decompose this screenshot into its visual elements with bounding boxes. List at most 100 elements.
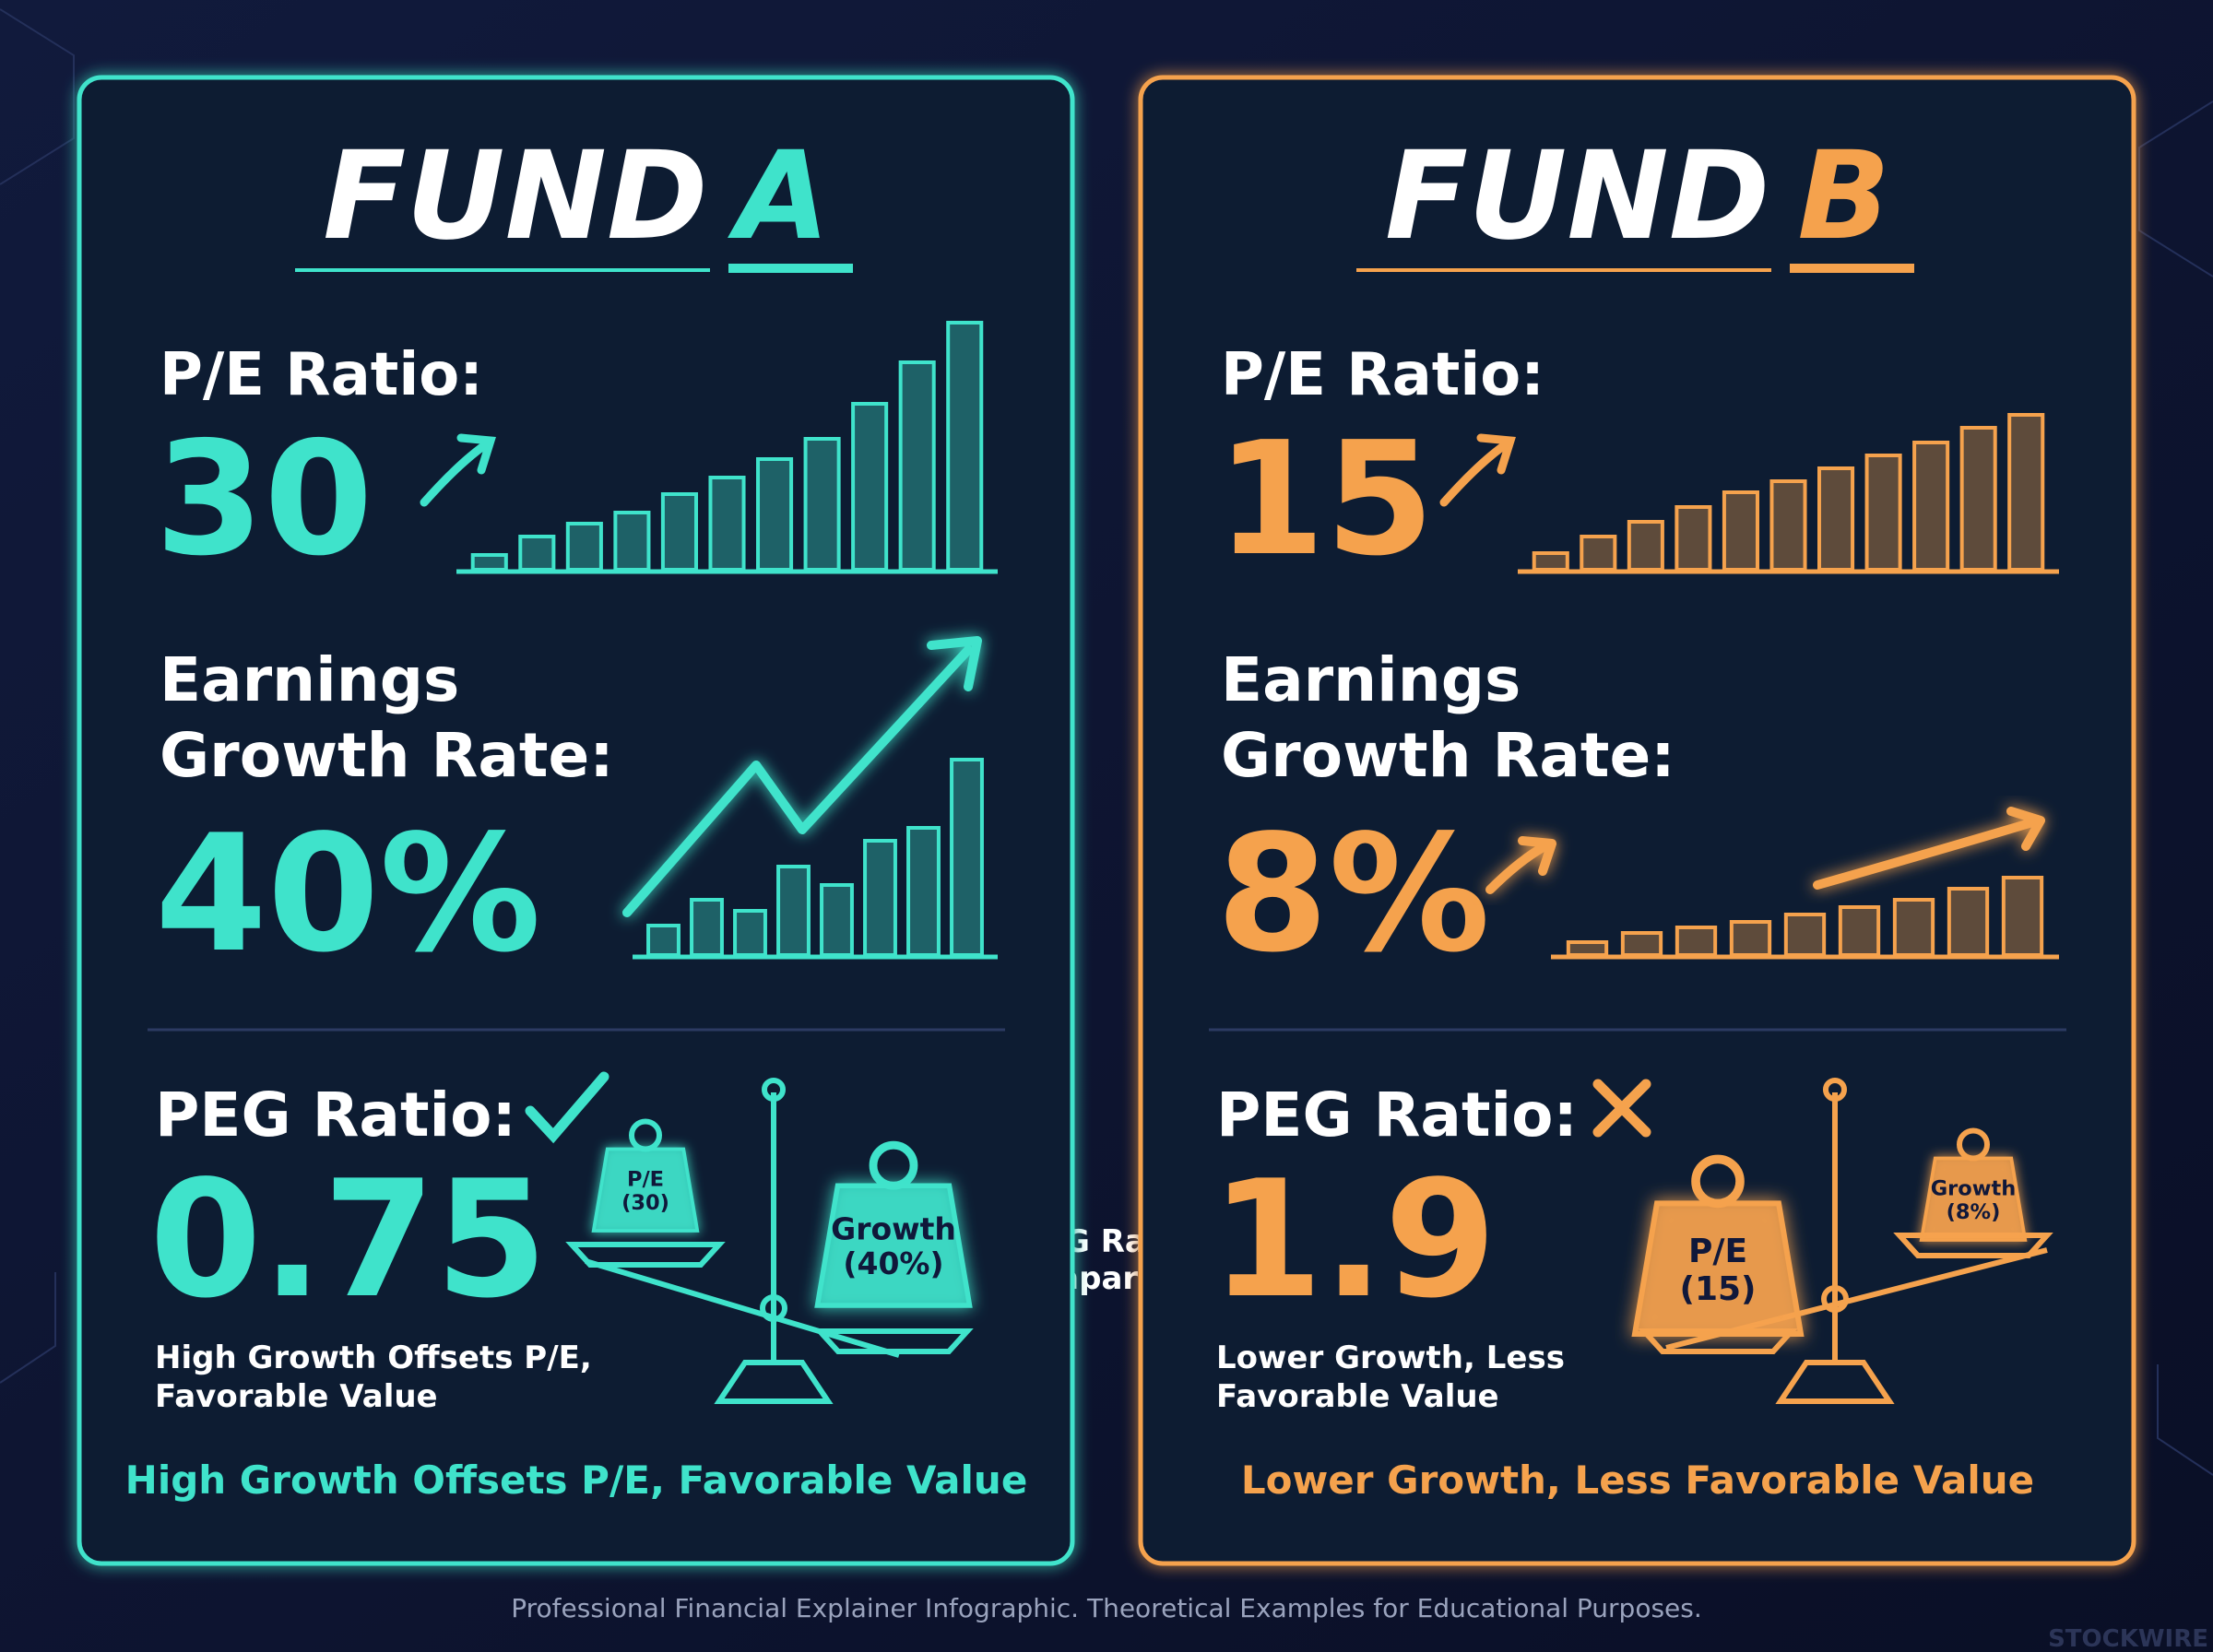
pe-bar: [946, 321, 984, 572]
growth-bar: [646, 924, 680, 957]
weight-label: (15): [1679, 1270, 1756, 1308]
panel-caption: High Growth Offsets P/E, Favorable Value: [125, 1457, 1028, 1503]
panel-caption: Lower Growth, Less Favorable Value: [1241, 1457, 2034, 1503]
pe-bar: [470, 553, 508, 572]
growth-bar: [950, 758, 984, 957]
weight-label: P/E: [627, 1167, 664, 1191]
fund-title: FUND A: [323, 125, 830, 267]
pe-bar: [1627, 520, 1664, 572]
weight-body: [591, 1147, 700, 1233]
scale-pan: [813, 1328, 974, 1354]
growth-bar: [906, 826, 941, 957]
pe-bar: [1912, 441, 1950, 572]
scale-beam: [585, 1258, 900, 1358]
peg-label: PEG Ratio:: [155, 1080, 516, 1150]
watermark: STOCKWIRE: [2048, 1625, 2208, 1652]
weight: P/E(15): [1631, 1154, 1805, 1338]
footer: Professional Financial Explainer Infogra…: [511, 1593, 1702, 1623]
weight-label: Growth: [1931, 1176, 2017, 1200]
panel-frame: [1138, 75, 2136, 1566]
pe-bar: [1675, 505, 1712, 572]
pe-bar: [565, 522, 603, 572]
balance-scale: [565, 1078, 974, 1404]
trend-arrow: [1439, 433, 1516, 507]
growth-arrow: [1485, 807, 2045, 894]
weight-body: [1919, 1156, 2028, 1242]
weight-body: [814, 1183, 973, 1308]
growth-bar: [820, 883, 854, 957]
peg-note: Lower Growth, Less: [1216, 1339, 1565, 1376]
pe-bar: [898, 360, 936, 572]
pe-bar: [518, 535, 556, 572]
peg-value: 0.75: [149, 1147, 548, 1334]
growth-bar: [1675, 926, 1718, 957]
peg-note: Favorable Value: [155, 1378, 438, 1415]
growth-value: 40%: [155, 801, 541, 988]
peg-value: 1.9: [1211, 1147, 1497, 1334]
weight: P/E(30): [591, 1118, 700, 1233]
growth-bar: [1892, 898, 1935, 957]
trend-arrow: [420, 433, 496, 507]
growth-label: Earnings: [160, 644, 459, 715]
pe-bar: [803, 437, 841, 572]
growth-bar: [690, 898, 724, 957]
scale-pan: [565, 1242, 726, 1268]
background-pattern: [0, 8, 2213, 1476]
growth-bar: [1566, 940, 1609, 957]
weight: Growth(40%): [814, 1140, 973, 1308]
growth-bar: [1947, 887, 1990, 957]
scale-base: [714, 1360, 834, 1404]
pe-bar: [1864, 454, 1902, 572]
scale-pivot: [1821, 1285, 1849, 1313]
pe-label: P/E Ratio:: [160, 341, 483, 409]
fund-title-letter: A: [728, 125, 830, 267]
growth-label: Growth Rate:: [160, 720, 614, 791]
peg-note: High Growth Offsets P/E,: [155, 1339, 592, 1376]
weight-label: Growth: [831, 1211, 956, 1247]
fund-title-word: FUND: [323, 125, 707, 267]
weight-label: (30): [621, 1191, 669, 1215]
growth-bar: [1783, 913, 1827, 957]
pe-bar: [851, 402, 889, 572]
scale-top: [762, 1078, 786, 1102]
pe-bar: [1769, 479, 1807, 572]
growth-bar: [2001, 876, 2044, 957]
growth-bar: [1729, 920, 1772, 957]
pe-bar: [2007, 413, 2045, 572]
peg-icon: [525, 1071, 609, 1144]
growth-bar: [1838, 905, 1881, 957]
peg-note: Favorable Value: [1216, 1378, 1499, 1415]
growth-label: Earnings: [1221, 644, 1521, 715]
pe-bar: [1532, 551, 1569, 572]
pe-bar: [708, 476, 746, 572]
pe-bar: [1817, 466, 1855, 572]
growth-bar: [733, 909, 767, 957]
fund-title: FUND B: [1385, 125, 1890, 267]
weight-label: (40%): [843, 1245, 943, 1281]
weight-label: P/E: [1688, 1233, 1747, 1270]
scale-base: [1775, 1360, 1895, 1404]
pe-value: 15: [1216, 408, 1435, 591]
growth-bar: [863, 839, 897, 957]
peg-icon: [1592, 1079, 1651, 1138]
growth-bar: [1620, 931, 1663, 957]
scale-pivot: [760, 1294, 787, 1322]
growth-label: Growth Rate:: [1221, 720, 1675, 791]
growth-bar: [776, 865, 811, 957]
pe-label: P/E Ratio:: [1221, 341, 1544, 409]
pe-bar: [1959, 426, 1997, 572]
pe-bar: [756, 457, 794, 572]
weight: Growth(8%): [1919, 1127, 2028, 1242]
pe-value: 30: [155, 408, 373, 591]
pe-bar: [1580, 535, 1617, 572]
pe-bar: [660, 492, 698, 572]
weight-label: (8%): [1947, 1200, 2001, 1224]
weight-body: [1631, 1200, 1805, 1338]
pe-bar: [1722, 490, 1759, 572]
fund-title-letter: B: [1797, 125, 1890, 267]
pe-bar: [613, 511, 651, 572]
panel-frame: [77, 75, 1075, 1566]
